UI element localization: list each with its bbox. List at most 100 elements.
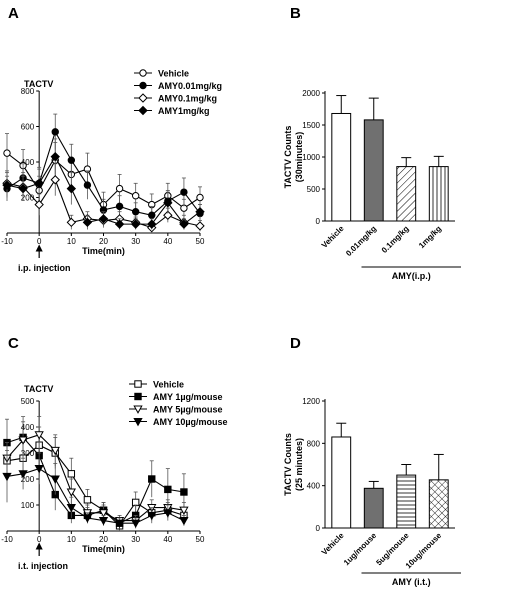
data-point xyxy=(82,217,93,228)
data-point xyxy=(50,475,60,484)
data-point xyxy=(163,509,173,518)
x-tick-label: 20 xyxy=(99,237,108,246)
y-tick-label: 0 xyxy=(316,217,321,226)
data-point xyxy=(67,470,76,478)
panel-label-a: A xyxy=(8,5,19,22)
x-tick-label: 50 xyxy=(196,535,205,544)
data-point xyxy=(195,221,205,231)
data-point xyxy=(3,149,11,157)
data-point xyxy=(18,436,28,445)
y-tick-label: 500 xyxy=(21,397,35,406)
line-chart-panel-c: -10 0 10 20 30 40 50 100 200 300 400 500 TACTV Time(m… xyxy=(1,380,227,572)
data-point xyxy=(98,214,109,224)
x-tick-label: 40 xyxy=(163,237,172,246)
y-axis-label-line: (25 minutes) xyxy=(294,438,304,491)
data-point xyxy=(131,519,141,529)
data-point xyxy=(115,202,124,211)
data-point xyxy=(66,217,77,228)
panel-label-d: D xyxy=(290,335,301,352)
y-tick-label: 400 xyxy=(307,482,321,491)
y-tick-label: 1500 xyxy=(302,121,320,130)
data-point xyxy=(196,193,204,202)
panel-label-b: B xyxy=(290,5,301,22)
data-point xyxy=(2,472,12,482)
data-point xyxy=(163,210,173,220)
data-point xyxy=(82,514,93,523)
y-tick-label: 2000 xyxy=(302,89,320,98)
y-axis-label: TACTV Counts(25 minutes) xyxy=(283,433,304,496)
data-point xyxy=(2,180,12,190)
x-axis-label: Time(min) xyxy=(82,544,125,554)
y-tick-label: 200 xyxy=(21,475,35,484)
series-4 xyxy=(2,138,205,230)
y-tick-label: 400 xyxy=(21,158,35,167)
y-axis-label: TACTV Counts(30minutes) xyxy=(283,126,304,189)
injection-annotation: i.p. injection xyxy=(18,263,71,273)
data-point xyxy=(34,465,44,474)
category-label: 1mg/kg xyxy=(417,224,443,250)
x-tick-label: 10 xyxy=(67,535,76,544)
injection-annotation: i.t. injection xyxy=(18,561,68,571)
legend-marker xyxy=(139,69,147,77)
y-tick-label: 1000 xyxy=(302,153,320,162)
category-label: 1ug/mouse xyxy=(342,531,379,568)
data-point xyxy=(180,188,188,196)
legend-label: Vehicle xyxy=(158,69,189,79)
legend-label: AMY 5µg/mouse xyxy=(153,405,223,415)
legend-marker xyxy=(138,93,148,103)
data-point xyxy=(147,511,157,521)
data-point xyxy=(50,151,60,162)
data-point xyxy=(148,211,156,219)
data-point xyxy=(114,519,125,529)
data-point xyxy=(147,219,157,229)
data-point xyxy=(66,488,76,497)
data-point xyxy=(50,446,60,456)
data-point xyxy=(34,431,44,440)
y-tick-label: 400 xyxy=(21,423,35,432)
data-point xyxy=(83,181,92,189)
legend-label: AMY1mg/kg xyxy=(158,106,210,116)
bar-1 xyxy=(331,436,352,529)
legend-marker xyxy=(139,81,147,90)
x-tick-label: 0 xyxy=(37,237,42,246)
bar-chart-panel-b: 0 500 1000 1500 2000 TACTV Counts(30minutes) V… xyxy=(283,89,461,281)
data-point xyxy=(164,485,172,494)
legend-marker xyxy=(133,417,143,427)
group-label: AMY (i.t.) xyxy=(392,577,431,587)
category-label: 0.01mg/kg xyxy=(344,224,378,258)
data-point xyxy=(18,470,28,479)
data-point xyxy=(180,488,188,496)
legend-marker xyxy=(134,380,142,388)
y-tick-label: 500 xyxy=(307,185,321,194)
x-tick-label: 30 xyxy=(131,237,140,246)
x-tick-label: 30 xyxy=(131,535,140,544)
bar-2 xyxy=(363,119,384,222)
data-point xyxy=(34,199,44,210)
data-point xyxy=(130,219,141,229)
y-tick-label: 0 xyxy=(316,524,321,533)
x-tick-label: 10 xyxy=(67,237,76,246)
bar-3 xyxy=(396,166,417,222)
data-point xyxy=(34,178,44,189)
x-tick-label: -10 xyxy=(1,237,13,246)
data-point xyxy=(179,517,189,526)
bar-1 xyxy=(331,112,352,222)
legend-marker xyxy=(133,405,143,414)
y-axis-label-line: (30minutes) xyxy=(294,132,304,183)
data-point xyxy=(83,496,92,504)
data-point xyxy=(98,509,109,518)
category-label: Vehicle xyxy=(320,224,346,250)
data-point xyxy=(98,517,109,526)
y-tick-label: 800 xyxy=(307,439,321,448)
bar-3 xyxy=(396,474,417,529)
category-label: 0.1mg/kg xyxy=(380,224,411,255)
data-point xyxy=(18,183,28,194)
data-point xyxy=(195,206,205,217)
y-tick-label: 600 xyxy=(21,123,35,132)
legend-label: AMY 1µg/mouse xyxy=(153,392,223,402)
group-label: AMY(i.p.) xyxy=(392,271,431,281)
legend-label: AMY 10µg/mouse xyxy=(153,417,228,427)
legend-label: Vehicle xyxy=(153,380,184,390)
x-tick-label: -10 xyxy=(1,535,13,544)
